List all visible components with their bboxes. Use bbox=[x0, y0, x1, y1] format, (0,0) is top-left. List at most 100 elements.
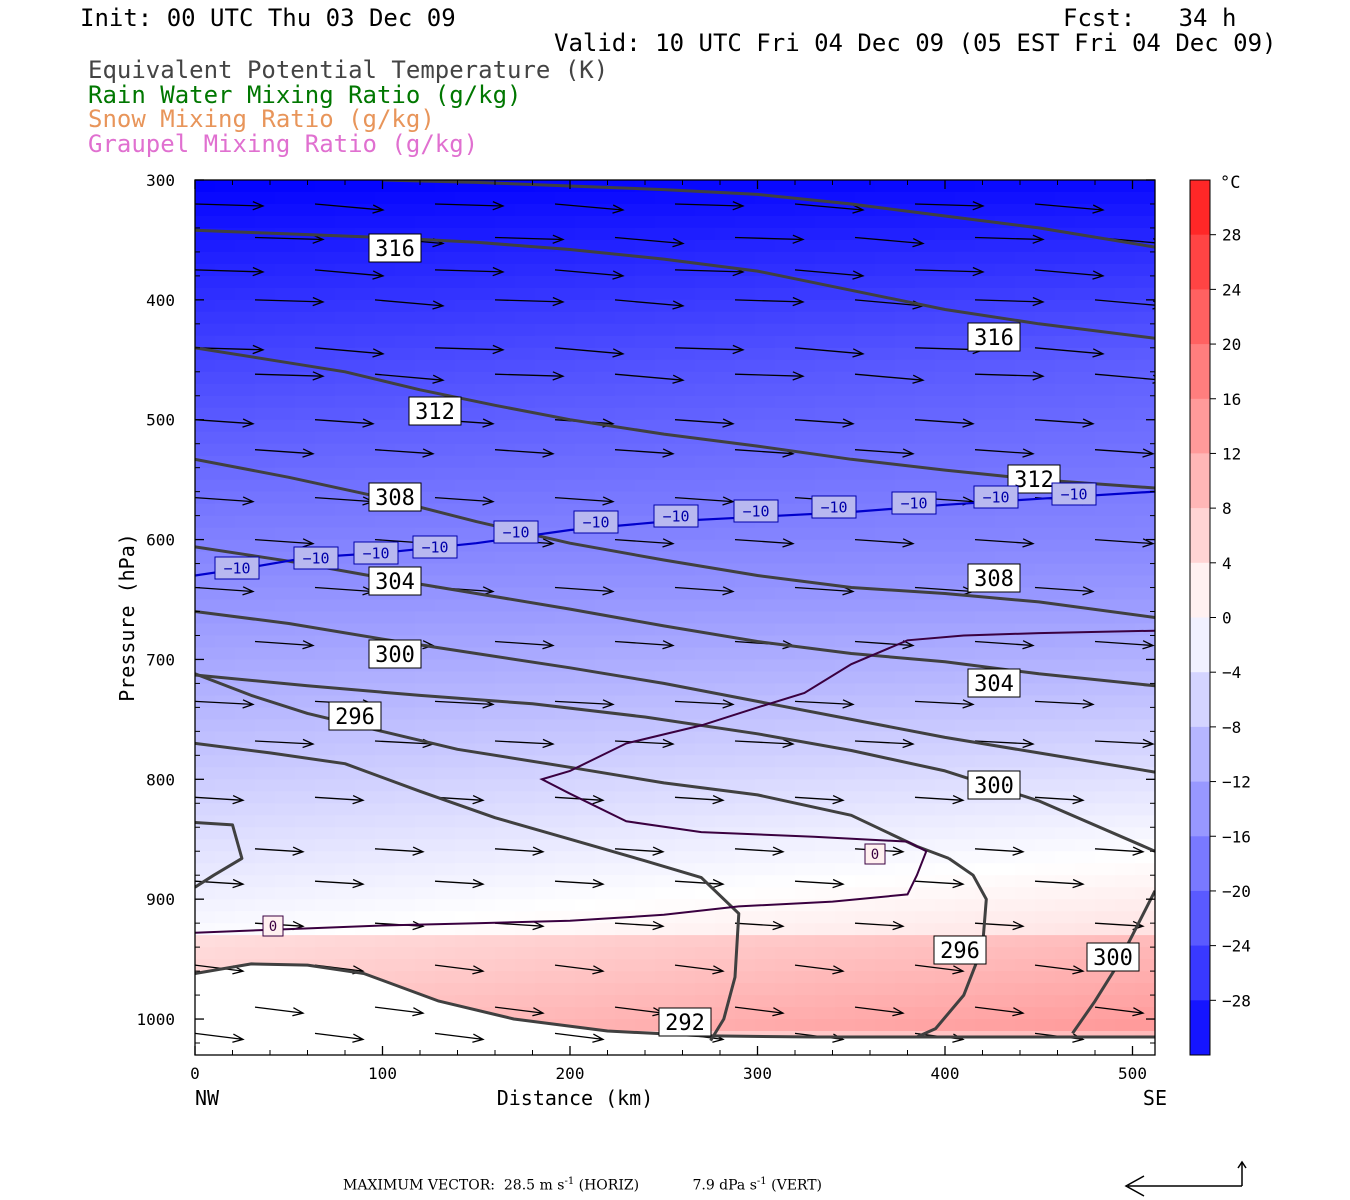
isotherm-label-box bbox=[412, 535, 458, 559]
wind-vector-arrow bbox=[914, 266, 985, 277]
wind-vector-arrow bbox=[854, 1006, 905, 1017]
theta-e-contour-304 bbox=[195, 610, 1155, 774]
colorbar-bin bbox=[1190, 562, 1210, 618]
wind-vector-arrow bbox=[554, 269, 625, 280]
y-tick-label: 500 bbox=[146, 411, 175, 430]
max-vector-footer: MAXIMUM VECTOR: 28.5 m s-1 (HORIZ) 7.9 d… bbox=[343, 1176, 822, 1194]
theta-e-label-box bbox=[368, 233, 422, 263]
wind-vector-arrow bbox=[494, 296, 565, 307]
x-tick-label: 200 bbox=[556, 1064, 585, 1083]
wind-vector-arrow bbox=[374, 299, 445, 310]
vert-tag: (VERT) bbox=[771, 1177, 823, 1194]
theta-e-label: 292 bbox=[665, 1011, 705, 1036]
wind-vector-arrow bbox=[794, 203, 865, 214]
wind-vector-arrow bbox=[1094, 640, 1155, 650]
wind-vector-arrow bbox=[494, 234, 565, 244]
x-left-end-label: NW bbox=[195, 1086, 220, 1110]
wind-vector-arrow bbox=[554, 699, 615, 709]
wind-vector-arrow bbox=[914, 878, 965, 889]
legend-theta-e: Equivalent Potential Temperature (K) bbox=[88, 56, 609, 84]
wind-vector-arrow bbox=[914, 964, 965, 975]
colorbar-bin bbox=[1190, 234, 1210, 290]
theta-e-label: 300 bbox=[974, 774, 1014, 799]
wind-vector-arrow bbox=[854, 920, 905, 931]
wind-vector-arrow bbox=[494, 846, 545, 856]
horiz-max-value: 28.5 m s bbox=[503, 1177, 565, 1194]
colorbar-bin bbox=[1190, 344, 1210, 400]
wind-vector-arrow bbox=[1094, 299, 1155, 310]
colorbar-tick-label: −28 bbox=[1222, 991, 1251, 1010]
wind-vector-arrow bbox=[674, 418, 735, 428]
theta-e-label: 308 bbox=[375, 486, 415, 511]
wind-vector-arrow bbox=[674, 699, 735, 709]
wind-vector-arrow bbox=[974, 371, 1045, 381]
wind-vector-arrow bbox=[494, 640, 555, 650]
wind-vector-arrow bbox=[1034, 795, 1085, 805]
theta-e-label-box bbox=[967, 563, 1021, 593]
wind-vector-arrow bbox=[314, 203, 385, 214]
isotherm-label: −10 bbox=[742, 502, 769, 520]
wind-vector-arrow bbox=[734, 738, 795, 749]
wind-vector-arrow bbox=[554, 1032, 605, 1043]
colorbar-tick-label: 8 bbox=[1222, 499, 1232, 518]
wind-vector-arrow bbox=[195, 795, 245, 805]
x-right-end-label: SE bbox=[1143, 1086, 1167, 1110]
wind-vector-arrow bbox=[554, 347, 625, 358]
wind-vector-arrow bbox=[674, 496, 735, 506]
theta-e-contour-292 bbox=[195, 962, 1155, 1039]
wind-vector-arrow bbox=[314, 269, 385, 280]
wind-vector-arrow bbox=[254, 1006, 305, 1017]
wind-vector-arrow bbox=[1094, 1006, 1145, 1017]
theta-e-label: 312 bbox=[1014, 468, 1054, 493]
wind-vector-arrow bbox=[554, 496, 615, 506]
wind-vector-arrow bbox=[434, 795, 485, 805]
theta-e-label: 308 bbox=[974, 567, 1014, 592]
wind-vector-arrow bbox=[1034, 347, 1105, 358]
theta-e-contour-316 bbox=[195, 228, 1155, 340]
isotherm-label-box bbox=[653, 504, 699, 528]
colorbar: 28 24 20 16 12 8 4 0 −4 −8 −12 −16 −20 −24 −28 °C bbox=[1189, 173, 1251, 1056]
wind-vector-arrow bbox=[254, 296, 325, 307]
colorbar-unit: °C bbox=[1220, 173, 1240, 193]
valid-time: Valid: 10 UTC Fri 04 Dec 09 (05 EST Fri … bbox=[554, 29, 1277, 57]
wind-vector-arrow bbox=[674, 878, 725, 889]
colorbar-tick-label: −12 bbox=[1222, 773, 1251, 792]
y-tick-label: 700 bbox=[146, 650, 175, 669]
theta-e-label-box bbox=[658, 1007, 712, 1037]
wind-vector-arrow bbox=[794, 878, 845, 889]
wind-vector-arrow bbox=[1094, 846, 1145, 856]
wind-vector-arrow bbox=[195, 201, 265, 211]
colorbar-tick-label: −20 bbox=[1222, 882, 1251, 901]
freezing-label-box bbox=[262, 915, 284, 937]
theta-e-label-box bbox=[328, 701, 382, 731]
wind-vector-arrow bbox=[374, 1006, 425, 1017]
wind-vector-arrow bbox=[1034, 269, 1105, 280]
wind-vector-arrow bbox=[195, 496, 255, 506]
wind-vector-arrow bbox=[734, 1006, 785, 1017]
wind-vector-arrow bbox=[794, 699, 855, 709]
y-tick-label: 400 bbox=[146, 291, 175, 310]
isotherm-label: −10 bbox=[820, 498, 847, 516]
wind-vector-arrow bbox=[554, 586, 615, 596]
wind-vector-arrow bbox=[554, 964, 605, 975]
wind-vector-arrow bbox=[195, 1032, 245, 1043]
wind-vector-arrow bbox=[974, 846, 1025, 856]
colorbar-bin bbox=[1190, 672, 1210, 728]
wind-vector-arrow bbox=[734, 296, 805, 307]
wind-vector-arrow bbox=[254, 640, 315, 650]
colorbar-tick-label: −8 bbox=[1222, 718, 1241, 737]
colorbar-bin bbox=[1190, 617, 1210, 673]
wind-vector-arrow bbox=[254, 738, 315, 749]
isotherm-label-box bbox=[891, 491, 937, 515]
colorbar-bin bbox=[1190, 836, 1210, 892]
colorbar-bin bbox=[1190, 508, 1210, 564]
colorbar-bin bbox=[1190, 1000, 1210, 1056]
wind-vector-arrow bbox=[854, 448, 915, 458]
wind-vector-arrow bbox=[314, 1032, 365, 1043]
theta-e-contour-296 bbox=[195, 741, 741, 1042]
init-time: Init: 00 UTC Thu 03 Dec 09 bbox=[80, 4, 456, 32]
wind-vector-arrow bbox=[674, 344, 745, 355]
theta-e-contour-312 bbox=[195, 346, 1155, 490]
theta-e-label-box bbox=[368, 639, 422, 669]
isotherm-label-box bbox=[293, 546, 339, 570]
